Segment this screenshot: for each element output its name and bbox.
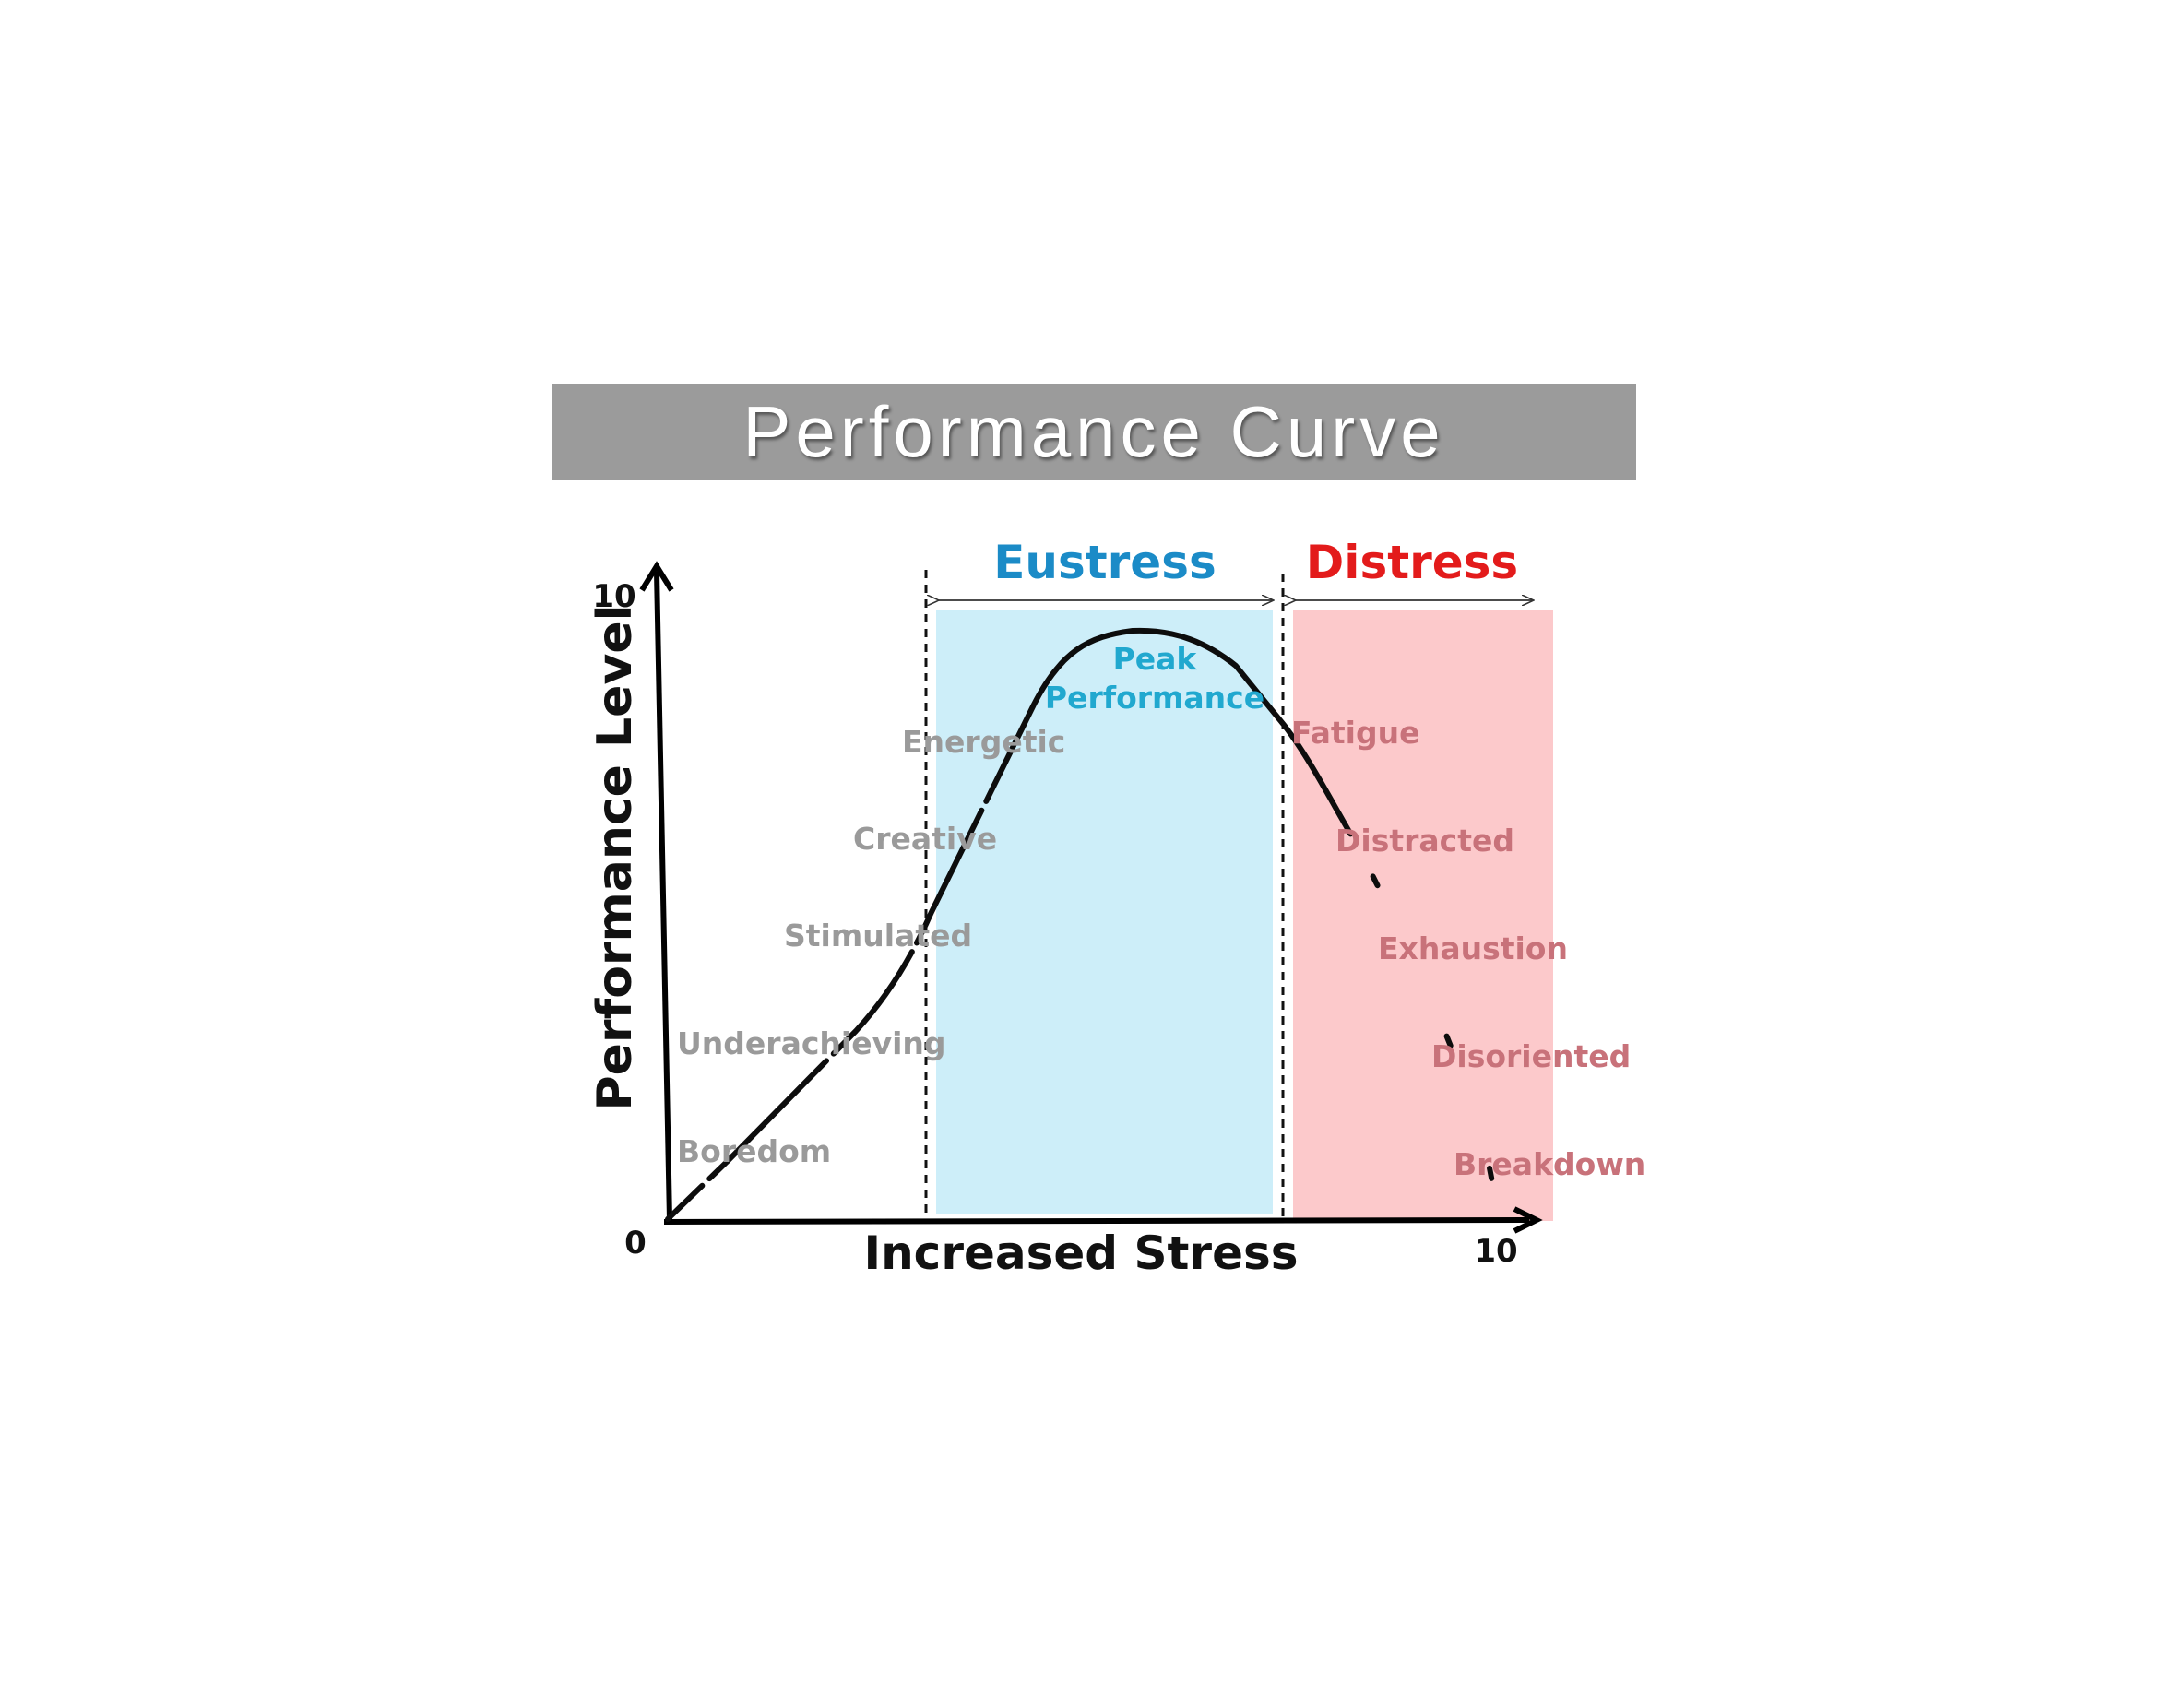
distress-zone (1293, 610, 1553, 1221)
x-axis-line (663, 1217, 1530, 1225)
stage-label-creative: Creative (853, 821, 997, 857)
stage-label-exhaustion: Exhaustion (1378, 930, 1568, 966)
stage-label-underachieving: Underachieving (677, 1025, 946, 1061)
x-axis-arrowhead (1513, 1206, 1543, 1234)
stage-label-energetic: Energetic (902, 724, 1065, 760)
y-axis-label: Performance Level (588, 605, 643, 1111)
stage-label-disoriented: Disoriented (1431, 1038, 1631, 1074)
stage-label-breakdown: Breakdown (1454, 1146, 1645, 1182)
performance-curve (665, 627, 1501, 1224)
x-max-tick-label: 10 (1474, 1233, 1517, 1270)
peak-label-line1: Peak (1113, 641, 1198, 677)
y-axis-arrowhead (639, 561, 674, 592)
origin-tick-label: 0 (624, 1225, 647, 1262)
eustress-label: Eustress (993, 536, 1217, 589)
title-banner: Performance Curve (552, 384, 1636, 480)
distress-label: Distress (1306, 536, 1518, 589)
eustress-zone (936, 610, 1273, 1214)
stage-label-distracted: Distracted (1335, 823, 1514, 859)
peak-label-line2: Performance (1045, 680, 1264, 716)
diagram-title: Performance Curve (742, 391, 1445, 472)
x-axis-label: Increased Stress (863, 1226, 1298, 1280)
y-axis-line (654, 571, 672, 1221)
stage-label-fatigue: Fatigue (1291, 715, 1419, 751)
y-max-tick-label: 10 (592, 578, 635, 615)
stage-label-boredom: Boredom (677, 1133, 831, 1169)
stage-label-stimulated: Stimulated (784, 918, 972, 954)
